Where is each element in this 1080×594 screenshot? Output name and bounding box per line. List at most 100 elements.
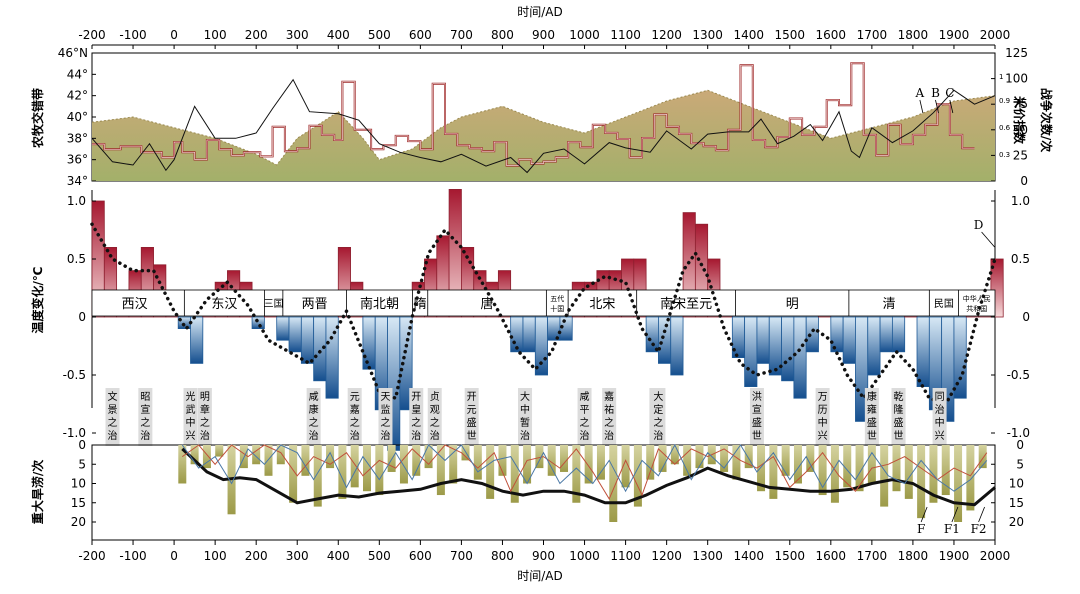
temperature-bar-cold bbox=[842, 316, 856, 364]
era-label-char: 之 bbox=[200, 416, 210, 429]
temperature-bar-cold bbox=[916, 316, 930, 387]
panel1-marker-pointer bbox=[935, 99, 939, 114]
era-label-char: 景 bbox=[108, 404, 118, 416]
drought-flood-bar bbox=[523, 445, 532, 484]
era-label-char: 光 bbox=[186, 390, 196, 403]
panel2-left-tick-label: -1.0 bbox=[63, 426, 86, 440]
bottom-x-tick-label: 1900 bbox=[939, 549, 970, 563]
drought-flood-bar bbox=[954, 445, 963, 522]
era-label-char: 之 bbox=[350, 416, 360, 429]
bottom-x-tick-label: -200 bbox=[78, 549, 105, 563]
panel1-price-tick-label: 1 bbox=[999, 73, 1003, 81]
drought-flood-bar bbox=[276, 445, 285, 465]
drought-flood-bar bbox=[966, 445, 975, 511]
drought-flood-bar bbox=[190, 445, 199, 465]
drought-flood-bar bbox=[621, 445, 630, 488]
era-label-box bbox=[518, 388, 533, 446]
era-label-char: 治 bbox=[604, 429, 614, 442]
drought-flood-bar bbox=[560, 445, 569, 472]
era-label-char: 洪 bbox=[752, 391, 762, 403]
top-x-tick-label: 1200 bbox=[651, 28, 682, 42]
drought-flood-bar bbox=[178, 445, 187, 484]
panel3-marker-pointer bbox=[951, 506, 959, 523]
era-label-char: 祐 bbox=[604, 403, 614, 416]
era-label-box bbox=[183, 388, 198, 446]
era-label-char: 世 bbox=[894, 430, 904, 442]
era-label-char: 贞 bbox=[430, 390, 440, 403]
panel1-left-tick-label: 34° bbox=[67, 174, 88, 188]
dynasty-label: 五代 bbox=[550, 294, 564, 303]
drought-flood-bar bbox=[375, 445, 384, 496]
drought-flood-bar bbox=[424, 445, 433, 469]
temperature-bar-cold bbox=[830, 316, 844, 353]
era-label-char: 章 bbox=[200, 403, 210, 416]
panel1-war-tick-label: 125 bbox=[1005, 46, 1028, 60]
panel-boundary-crops-wars: 46°N 44° 42° 40° 38° 36° 34° 125 100 75 50 25 0 1 0.9… bbox=[30, 46, 1054, 188]
era-label-char: 之 bbox=[430, 416, 440, 429]
top-x-axis: 时间/AD -200 -100 0 100 200 300 400 500 600 700 800 9… bbox=[78, 5, 1010, 49]
dynasty-band bbox=[91, 289, 996, 317]
drought-flood-bar bbox=[683, 445, 692, 476]
panel1-war-tick-label: 100 bbox=[1005, 72, 1028, 86]
dynasty-label: 西汉 bbox=[122, 297, 148, 312]
era-label-box bbox=[651, 388, 666, 446]
era-label-char: 开 bbox=[467, 392, 477, 403]
dynasty-label: 明 bbox=[786, 297, 799, 312]
panel2-left-tick-label: 0 bbox=[78, 310, 86, 324]
top-x-tick-label: 1600 bbox=[816, 28, 847, 42]
era-label-box bbox=[197, 388, 212, 446]
era-label-char: 治 bbox=[380, 429, 390, 442]
bottom-x-tick-label: 100 bbox=[204, 549, 227, 563]
top-x-tick-label: -200 bbox=[78, 28, 105, 42]
drought-flood-bar bbox=[202, 445, 211, 469]
temperature-trend-dotted-line bbox=[90, 222, 997, 407]
top-x-tick-label: 600 bbox=[409, 28, 432, 42]
era-label-char: 咸 bbox=[580, 391, 590, 403]
top-x-tick-label: 500 bbox=[368, 28, 391, 42]
drought-flood-bar bbox=[744, 445, 753, 469]
era-label-char: 隆 bbox=[894, 403, 904, 416]
panel2-right-tick-label: -0.5 bbox=[1007, 368, 1030, 382]
bottom-x-tick-label: 800 bbox=[491, 549, 514, 563]
drought-flood-bar bbox=[326, 445, 335, 469]
panel3-marker-label: F bbox=[917, 522, 925, 536]
bottom-x-tick-label: 900 bbox=[532, 549, 555, 563]
era-label-char: 宣 bbox=[752, 403, 762, 416]
panel2-left-tick-label: 0.5 bbox=[67, 252, 86, 266]
era-label-char: 咸 bbox=[309, 391, 319, 403]
panel-temperature: 西汉 东汉 三国 两晋 南北朝隋唐五代十国 北宋 南宋至元明清民国 中华人民共和国 1.00.… bbox=[30, 188, 1030, 451]
top-x-tick-label: 1700 bbox=[857, 28, 888, 42]
panel1-left-tick-label: 36° bbox=[67, 153, 88, 167]
era-label-char: 武 bbox=[186, 403, 196, 416]
dynasty-label: 两晋 bbox=[302, 297, 328, 312]
era-label-char: 治 bbox=[430, 429, 440, 442]
panel3-marker-label: F2 bbox=[971, 522, 987, 536]
prosperity-eras: 文景之治昭宣之治光武中兴明章之治咸康之治元嘉之治天监之治开皇之治贞观之治开元盛世… bbox=[105, 388, 947, 446]
era-label-char: 中 bbox=[186, 416, 196, 429]
panel1-war-tick-label: 0 bbox=[1020, 174, 1028, 188]
era-label-char: 之 bbox=[380, 416, 390, 429]
drought-flood-bar bbox=[264, 445, 273, 476]
top-x-tick-label: 1100 bbox=[610, 28, 641, 42]
bottom-x-tick-label: 1700 bbox=[857, 549, 888, 563]
era-label-char: 万 bbox=[818, 392, 828, 403]
top-x-tick-label: 100 bbox=[204, 28, 227, 42]
panel1-marker-pointer bbox=[919, 99, 924, 114]
bottom-x-tick-label: 1800 bbox=[898, 549, 929, 563]
panel1-marker-label: B bbox=[931, 86, 940, 100]
temperature-bar-cold bbox=[793, 316, 807, 399]
top-x-tick-label: 1900 bbox=[939, 28, 970, 42]
panel1-price-title: 米价指数 bbox=[1012, 96, 1027, 145]
era-label-char: 世 bbox=[752, 430, 762, 442]
dynasty-label: 共和国 bbox=[966, 304, 987, 313]
dynasty-label: 南宋至元 bbox=[660, 296, 712, 312]
temperature-bar-cold bbox=[781, 316, 795, 382]
panel1-marker-label: A bbox=[915, 86, 925, 100]
drought-flood-bar bbox=[510, 445, 519, 503]
rice-price-line bbox=[91, 78, 996, 174]
drought-flood-bar bbox=[867, 445, 876, 484]
drought-flood-bar bbox=[350, 445, 359, 488]
drought-flood-bar bbox=[757, 445, 766, 492]
era-label-char: 暂 bbox=[520, 417, 530, 429]
top-x-tick-label: 700 bbox=[450, 28, 473, 42]
